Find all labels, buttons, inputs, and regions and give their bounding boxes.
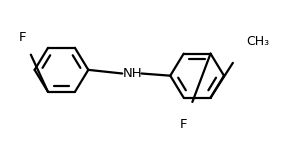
Text: F: F bbox=[19, 31, 26, 44]
Text: NH: NH bbox=[123, 67, 143, 80]
Text: F: F bbox=[180, 118, 187, 131]
Text: CH₃: CH₃ bbox=[247, 35, 270, 48]
